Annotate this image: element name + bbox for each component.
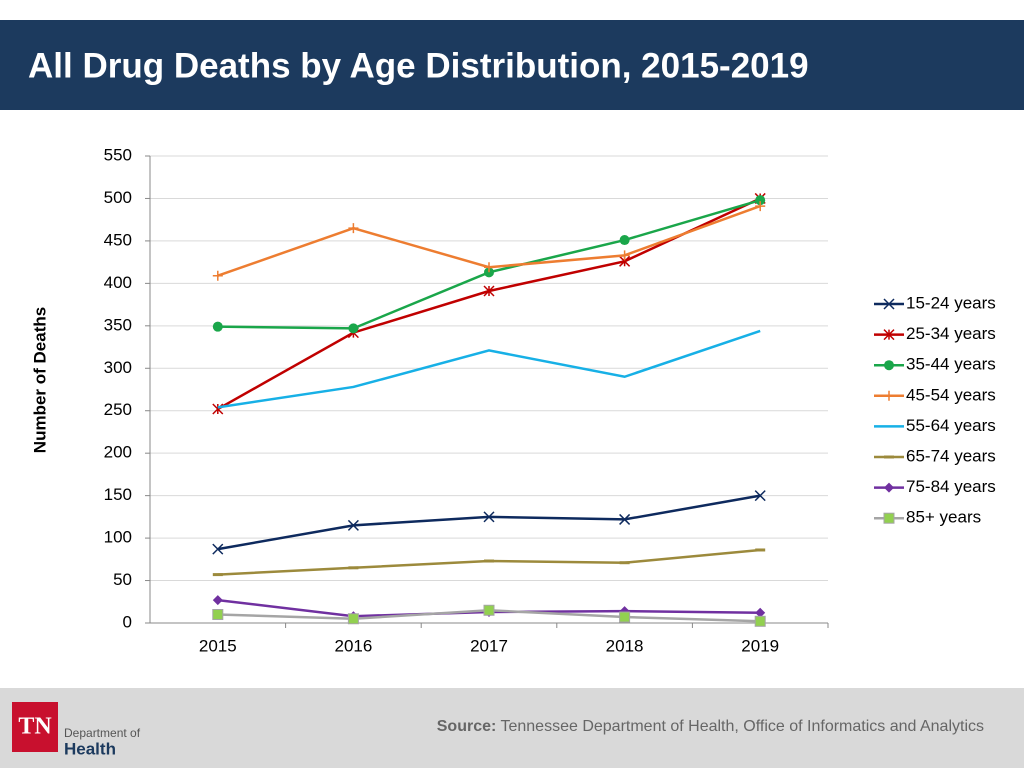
marker bbox=[348, 223, 359, 234]
legend-marker bbox=[883, 329, 895, 341]
logo-line1: Department of bbox=[64, 726, 141, 740]
marker bbox=[212, 270, 223, 281]
marker bbox=[483, 285, 495, 297]
source-text: Tennessee Department of Health, Office o… bbox=[500, 718, 984, 735]
marker bbox=[483, 604, 495, 616]
y-tick-label: 100 bbox=[104, 528, 132, 547]
marker bbox=[347, 613, 359, 625]
legend-label: 15-24 years bbox=[906, 293, 996, 312]
y-tick-label: 550 bbox=[104, 145, 132, 164]
y-tick-label: 300 bbox=[104, 358, 132, 377]
marker bbox=[754, 490, 766, 502]
legend-marker bbox=[884, 482, 894, 493]
legend-marker bbox=[883, 298, 895, 310]
logo-line2: Health bbox=[64, 739, 116, 758]
footer-band bbox=[0, 688, 1024, 768]
source-label: Source: bbox=[437, 718, 497, 735]
marker bbox=[212, 609, 224, 621]
marker bbox=[619, 250, 630, 261]
legend-label: 55-64 years bbox=[906, 416, 996, 435]
marker bbox=[484, 262, 494, 273]
marker bbox=[755, 201, 766, 212]
y-tick-label: 450 bbox=[104, 230, 132, 249]
legend-label: 35-44 years bbox=[906, 355, 996, 374]
marker bbox=[348, 323, 359, 334]
marker bbox=[755, 195, 766, 206]
marker bbox=[347, 519, 359, 531]
header-band bbox=[0, 20, 1024, 110]
marker bbox=[754, 615, 766, 627]
slide-title: All Drug Deaths by Age Distribution, 201… bbox=[28, 46, 809, 85]
legend-marker bbox=[884, 390, 894, 401]
legend-label: 25-34 years bbox=[906, 324, 996, 343]
y-tick-label: 350 bbox=[104, 315, 132, 334]
y-tick-label: 200 bbox=[104, 443, 132, 462]
x-tick-label: 2018 bbox=[606, 636, 644, 655]
x-tick-label: 2017 bbox=[470, 636, 508, 655]
y-tick-label: 250 bbox=[104, 400, 132, 419]
marker bbox=[212, 595, 223, 606]
y-axis-label: Number of Deaths bbox=[30, 307, 49, 453]
legend-label: 45-54 years bbox=[906, 385, 996, 404]
x-tick-label: 2016 bbox=[334, 636, 372, 655]
source: Source: Tennessee Department of Health, … bbox=[437, 718, 984, 735]
legend-label: 85+ years bbox=[906, 508, 981, 527]
y-tick-label: 500 bbox=[104, 188, 132, 207]
legend-marker bbox=[884, 360, 894, 371]
legend-marker bbox=[883, 512, 895, 524]
y-tick-label: 150 bbox=[104, 485, 132, 504]
x-tick-label: 2019 bbox=[741, 636, 779, 655]
logo-box bbox=[12, 702, 58, 752]
marker bbox=[619, 235, 630, 246]
legend-label: 75-84 years bbox=[906, 477, 996, 496]
marker bbox=[212, 321, 223, 332]
y-tick-label: 0 bbox=[123, 612, 132, 631]
marker bbox=[619, 611, 631, 623]
marker bbox=[755, 607, 766, 618]
logo-mark: TN bbox=[18, 714, 52, 740]
marker bbox=[619, 513, 631, 525]
y-tick-label: 400 bbox=[104, 273, 132, 292]
marker bbox=[484, 267, 494, 278]
x-tick-label: 2015 bbox=[199, 636, 237, 655]
marker bbox=[212, 543, 224, 555]
legend-label: 65-74 years bbox=[906, 446, 996, 465]
y-tick-label: 50 bbox=[113, 570, 132, 589]
marker bbox=[483, 511, 495, 523]
series-line bbox=[217, 329, 761, 409]
